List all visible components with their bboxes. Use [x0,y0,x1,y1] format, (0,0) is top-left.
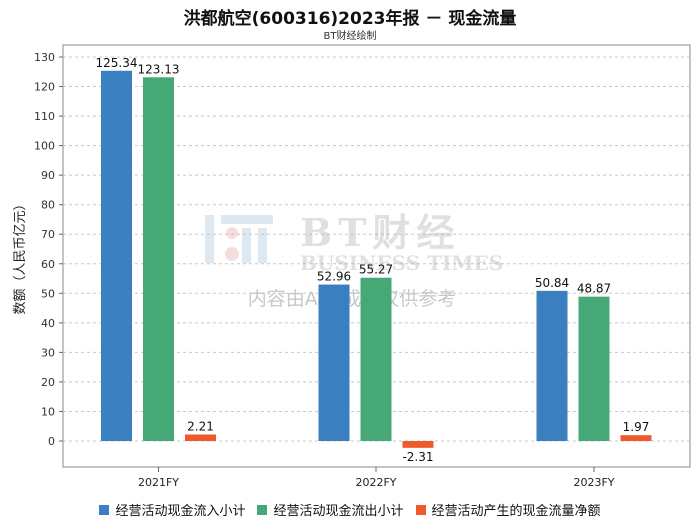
bar [536,290,568,441]
legend: 经营活动现金流入小计 经营活动现金流出小计 经营活动产生的现金流量净额 [0,500,700,519]
bar [318,284,350,441]
bar [578,296,610,441]
legend-item: 经营活动现金流出小计 [257,500,404,519]
bar [101,70,132,441]
y-axis-ticks: 0 10 20 30 40 50 60 70 80 90 100 110 120 130 [34,51,63,448]
legend-swatch [99,504,110,515]
y-tick-label: 20 [41,376,55,389]
y-tick-label: 40 [41,317,55,330]
y-tick-label: 80 [41,199,55,212]
bar [360,277,392,441]
legend-swatch [257,504,268,515]
y-tick-label: 130 [34,51,55,64]
bar [185,434,216,441]
bar [143,77,174,442]
bars: 125.34 123.13 2.21 52.96 55.27 -2.31 50.84 48.8… [96,56,652,464]
data-label: 125.34 [96,56,138,70]
y-tick-label: 70 [41,228,55,241]
y-tick-label: 100 [34,140,55,153]
y-tick-label: 30 [41,346,55,359]
y-tick-label: 0 [48,435,55,448]
legend-label: 经营活动现金流出小计 [273,504,404,519]
chart-subtitle: BT财经绘制 [323,31,377,42]
bar [620,435,652,441]
y-tick-label: 120 [34,81,55,94]
legend-item: 经营活动现金流入小计 [99,500,245,519]
y-axis-label: 数额（人民币亿元） [13,197,28,314]
watermark-logo-icon [205,215,273,263]
y-tick-label: 60 [41,258,55,271]
y-tick-label: 10 [41,405,55,418]
legend-label: 经营活动现金流入小计 [115,504,246,519]
data-label: 2.21 [187,419,214,433]
x-tick-label: 2022FY [355,476,396,489]
x-tick-label: 2023FY [573,476,614,489]
y-tick-label: 50 [41,287,55,300]
data-label: 55.27 [359,263,393,277]
y-tick-label: 90 [41,169,55,182]
legend-item: 经营活动产生的现金流量净额 [415,500,601,519]
legend-label: 经营活动产生的现金流量净额 [431,504,601,519]
x-tick-label: 2021FY [138,476,179,489]
legend-swatch [415,504,426,515]
data-label: 123.13 [138,62,180,76]
bar [402,441,434,448]
x-axis-ticks: 2021FY 2022FY 2023FY [138,467,615,489]
data-label: 48.87 [577,282,611,296]
y-tick-label: 110 [34,110,55,123]
watermark-note: 内容由AI生成，仅供参考 [248,288,457,310]
data-label: 52.96 [317,270,351,284]
watermark: BT财经 BUSINESS TIMES [205,210,503,275]
data-label: -2.31 [402,450,433,464]
watermark-brand-en: BUSINESS TIMES [300,251,503,275]
data-label: 50.84 [535,276,569,290]
chart-title: 洪都航空(600316)2023年报 － 现金流量 [183,9,517,29]
watermark-brand: BT财经 [300,210,460,255]
data-label: 1.97 [623,420,650,434]
